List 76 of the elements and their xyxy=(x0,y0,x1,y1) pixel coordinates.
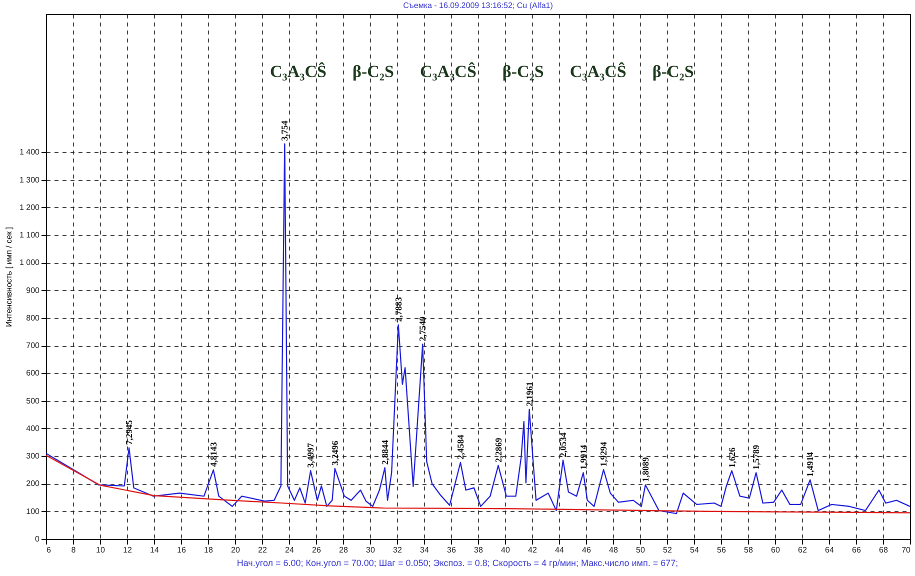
x-tick-label: 54 xyxy=(690,546,700,554)
annotation: 2,7883 xyxy=(393,296,404,322)
annotation: β-C₂S xyxy=(652,62,694,82)
annotation: 3,754 xyxy=(280,120,290,141)
annotation: 1,5789 xyxy=(751,444,762,470)
y-tick-label: 900 xyxy=(26,286,40,295)
x-tick-label: 42 xyxy=(528,546,538,554)
y-tick-label: 0 xyxy=(35,534,40,544)
y-tick-label: 200 xyxy=(26,479,40,488)
x-tick-label: 6 xyxy=(46,546,52,554)
annotation: C₃A₃CŜ xyxy=(270,62,326,82)
x-tick-label: 48 xyxy=(609,546,618,554)
annotation: 3,2496 xyxy=(330,440,340,466)
y-tick-label: 700 xyxy=(26,341,40,350)
text: Нач.угол = 6.00; Кон.угол = 70.00; Шаг = 0.050; Экспоз. = 0.8; Скорость = 4 гр/мин; Макс.число имп. = 677; xyxy=(236,557,680,570)
y-tick-label: 100 xyxy=(26,506,40,516)
y-tick-label: 800 xyxy=(26,313,40,322)
x-tick-label: 38 xyxy=(474,546,484,554)
x-tick-label: 20 xyxy=(231,546,240,554)
x-tick-label: 12 xyxy=(123,546,132,554)
y-axis-title: Интенсивность [ имп / сек ] xyxy=(4,226,14,328)
x-tick-label: 46 xyxy=(582,546,592,554)
y-tick-label: 1 100 xyxy=(19,230,40,240)
annotation: 3,4997 xyxy=(306,442,316,468)
annotation: 2,0534 xyxy=(558,432,568,458)
annotation: 2,8844 xyxy=(380,439,390,465)
x-tick-label: 58 xyxy=(744,546,754,554)
x-tick-label: 26 xyxy=(312,546,322,554)
annotation: 2,1961 xyxy=(524,381,534,406)
x-tick-label: 34 xyxy=(420,546,430,554)
x-tick-label: 36 xyxy=(447,546,456,554)
x-tick-label: 66 xyxy=(852,546,862,554)
x-tick-label: 16 xyxy=(177,546,186,554)
y-tick-label: 1 200 xyxy=(19,202,40,212)
x-tick-label: 8 xyxy=(71,546,76,554)
annotation: 1,9914 xyxy=(578,444,588,470)
x-tick-label: 50 xyxy=(636,546,646,554)
x-tick-label: 24 xyxy=(285,546,294,554)
annotation: 2,4584 xyxy=(455,434,466,460)
chart-title: Съемка - 16.09.2009 13:16:52; Cu (Alfa1) xyxy=(403,1,554,10)
y-tick-label: 500 xyxy=(26,396,40,406)
annotation: C₃A₃CŜ xyxy=(420,62,476,82)
annotation: 7,2945 xyxy=(124,420,134,445)
annotation: 1,8089 xyxy=(640,456,650,482)
annotation: 1,626 xyxy=(726,447,737,468)
x-tick-label: 44 xyxy=(555,546,564,554)
x-tick-label: 56 xyxy=(717,546,726,554)
annotation: 2,7540 xyxy=(418,316,428,342)
x-tick-label: 18 xyxy=(204,546,214,554)
annotation: 1,9294 xyxy=(598,441,609,467)
x-tick-label: 64 xyxy=(825,546,834,554)
x-tick-label: 52 xyxy=(663,546,672,554)
x-tick-label: 60 xyxy=(771,546,780,554)
annotation: 4,8143 xyxy=(208,442,218,467)
x-tick-label: 30 xyxy=(366,546,376,554)
x-tick-label: 40 xyxy=(501,546,510,554)
y-tick-label: 1 000 xyxy=(19,258,40,268)
x-tick-label: 10 xyxy=(96,546,106,554)
annotation: 1,4914 xyxy=(805,452,816,477)
y-tick-label: 400 xyxy=(26,424,40,433)
annotation: β-C₂S xyxy=(502,62,544,82)
x-tick-label: 22 xyxy=(258,546,268,554)
annotation: 2,2869 xyxy=(493,437,504,462)
x-tick-label: 14 xyxy=(150,546,160,554)
y-tick-label: 1 400 xyxy=(19,148,40,157)
x-tick-label: 62 xyxy=(798,546,808,554)
y-tick-label: 300 xyxy=(26,452,40,461)
annotation: β-C₂S xyxy=(352,62,394,82)
x-tick-label: 68 xyxy=(879,546,888,554)
x-tick-label: 32 xyxy=(393,546,402,554)
line-series xyxy=(46,143,910,514)
x-tick-label: 70 xyxy=(902,546,912,554)
y-tick-label: 1 300 xyxy=(19,175,40,184)
annotation: C₃A₃CŜ xyxy=(570,62,626,82)
x-tick-label: 28 xyxy=(339,546,348,554)
y-tick-label: 600 xyxy=(26,368,40,378)
